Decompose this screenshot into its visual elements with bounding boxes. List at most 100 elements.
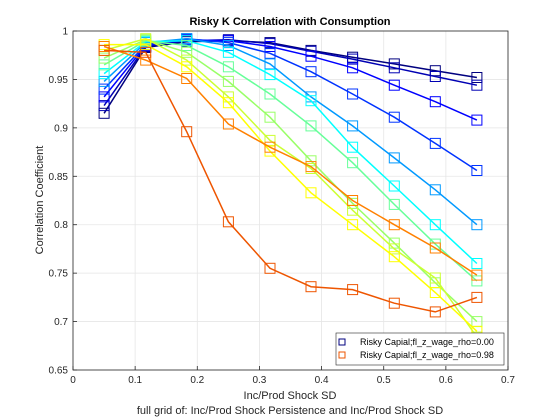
- y-tick-label: 0.95: [49, 75, 69, 86]
- data-point: [388, 79, 400, 91]
- data-point: [98, 68, 110, 80]
- data-point: [98, 44, 110, 56]
- data-point: [347, 219, 359, 231]
- data-point: [264, 88, 276, 100]
- data-point: [429, 137, 441, 149]
- data-point: [429, 306, 441, 318]
- data-point: [471, 291, 483, 303]
- data-point: [471, 219, 483, 231]
- y-tick-label: 0.8: [54, 220, 68, 231]
- data-point: [181, 40, 193, 51]
- legend: Risky Capial;fl_z_wage_rho=0.00 Risky Ca…: [335, 332, 505, 366]
- x-tick-label: 0.6: [439, 375, 453, 386]
- data-point: [181, 126, 193, 138]
- data-point: [429, 96, 441, 108]
- data-point: [429, 184, 441, 196]
- data-point: [388, 297, 400, 309]
- data-point: [388, 251, 400, 263]
- x-tick-label: 0.7: [501, 375, 515, 386]
- data-point: [347, 62, 359, 74]
- data-point: [222, 40, 234, 51]
- series-group: [98, 33, 483, 343]
- axes-box: [72, 30, 509, 371]
- data-point: [98, 52, 110, 64]
- data-point: [471, 79, 483, 91]
- data-point: [305, 281, 317, 293]
- data-point: [305, 187, 317, 199]
- data-point: [264, 58, 276, 70]
- series-line: [103, 45, 478, 276]
- caption: full grid of: Inc/Prod Shock Persistence…: [137, 405, 443, 417]
- data-point: [305, 95, 317, 107]
- series-line: [103, 39, 478, 114]
- data-point: [98, 91, 110, 103]
- data-point: [429, 242, 441, 254]
- x-axis-label: Inc/Prod Shock SD: [244, 390, 337, 402]
- x-tick-label: 0.5: [377, 375, 391, 386]
- data-point: [305, 120, 317, 132]
- series-11: [98, 44, 483, 318]
- y-tick-label: 0.85: [49, 172, 69, 183]
- data-point: [471, 258, 483, 269]
- data-point: [305, 50, 317, 62]
- data-point: [471, 269, 483, 281]
- data-point: [264, 41, 276, 52]
- data-point: [98, 107, 110, 119]
- y-tick-label: 0.9: [54, 123, 68, 134]
- data-point: [264, 47, 276, 59]
- data-point: [264, 111, 276, 123]
- data-point: [222, 216, 234, 228]
- data-point: [222, 118, 234, 130]
- data-point: [222, 97, 234, 109]
- data-point: [429, 272, 441, 284]
- data-point: [264, 262, 276, 274]
- legend-label-rho-098: Risky Capial;fl_z_wage_rho=0.98: [360, 350, 494, 360]
- series-10: [98, 41, 483, 281]
- data-point: [388, 111, 400, 123]
- legend-label-rho-0: Risky Capial;fl_z_wage_rho=0.00: [360, 337, 494, 347]
- data-point: [98, 100, 110, 112]
- data-point: [181, 73, 193, 84]
- data-point: [347, 141, 359, 153]
- data-point: [98, 83, 110, 95]
- legend-box: [335, 332, 505, 366]
- y-tick-label: 0.7: [54, 317, 68, 328]
- data-point: [471, 275, 483, 287]
- data-point: [388, 180, 400, 192]
- series-line: [103, 39, 478, 265]
- data-point: [347, 120, 359, 132]
- data-point: [471, 114, 483, 126]
- data-point: [347, 157, 359, 169]
- x-tick-label: 0.1: [128, 375, 142, 386]
- series-line: [103, 37, 478, 172]
- y-tick-label: 0.65: [49, 366, 69, 377]
- data-point: [140, 33, 152, 45]
- grid: [72, 30, 509, 371]
- data-point: [264, 134, 276, 146]
- chart-title: Risky K Correlation with Consumption: [189, 16, 390, 28]
- x-tick-label: 0: [70, 375, 76, 386]
- data-point: [347, 88, 359, 100]
- data-point: [429, 219, 441, 231]
- series-line: [103, 39, 478, 282]
- data-point: [429, 287, 441, 298]
- data-point: [305, 66, 317, 78]
- data-point: [222, 75, 234, 87]
- data-point: [181, 46, 193, 58]
- data-point: [264, 69, 276, 81]
- legend-marker-rho-098: [338, 351, 346, 359]
- data-point: [471, 72, 483, 83]
- data-point: [222, 61, 234, 73]
- series-line: [104, 49, 478, 313]
- data-point: [98, 75, 110, 87]
- y-axis-label: Correlation Coefficient: [34, 146, 46, 255]
- data-point: [140, 54, 152, 66]
- data-point: [388, 219, 400, 231]
- data-point: [181, 61, 193, 73]
- data-point: [264, 141, 276, 153]
- data-point: [347, 53, 359, 65]
- data-point: [98, 59, 110, 71]
- data-point: [388, 243, 400, 255]
- data-point: [222, 46, 234, 58]
